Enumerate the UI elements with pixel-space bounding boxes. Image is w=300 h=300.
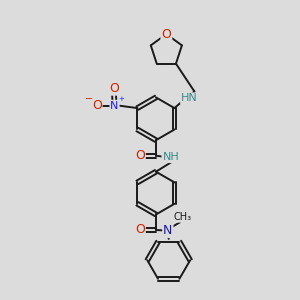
Text: NH: NH [162,152,179,162]
Text: −: − [85,94,93,104]
Text: O: O [161,28,171,40]
Text: N: N [163,224,172,237]
Text: O: O [109,82,119,95]
Text: O: O [135,224,145,236]
Text: O: O [135,149,145,162]
Text: O: O [92,99,102,112]
Text: HN: HN [181,93,198,103]
Text: +: + [118,96,124,102]
Text: N: N [110,101,119,111]
Text: CH₃: CH₃ [174,212,192,222]
